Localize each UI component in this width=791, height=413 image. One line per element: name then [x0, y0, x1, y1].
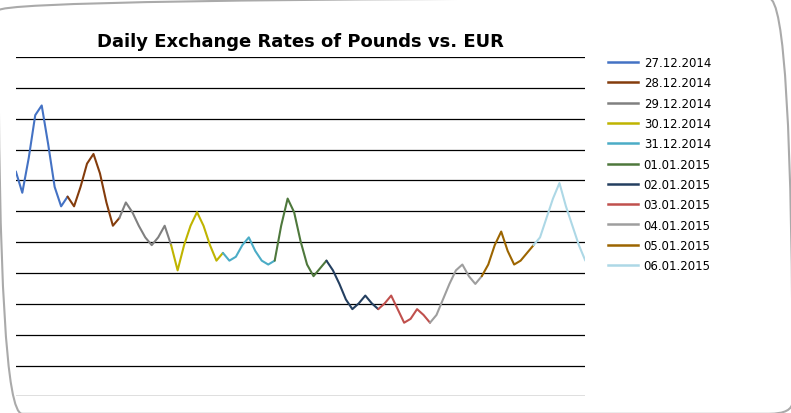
- Title: Daily Exchange Rates of Pounds vs. EUR: Daily Exchange Rates of Pounds vs. EUR: [97, 33, 504, 51]
- Legend: 27.12.2014, 28.12.2014, 29.12.2014, 30.12.2014, 31.12.2014, 01.01.2015, 02.01.20: 27.12.2014, 28.12.2014, 29.12.2014, 30.1…: [608, 57, 711, 273]
